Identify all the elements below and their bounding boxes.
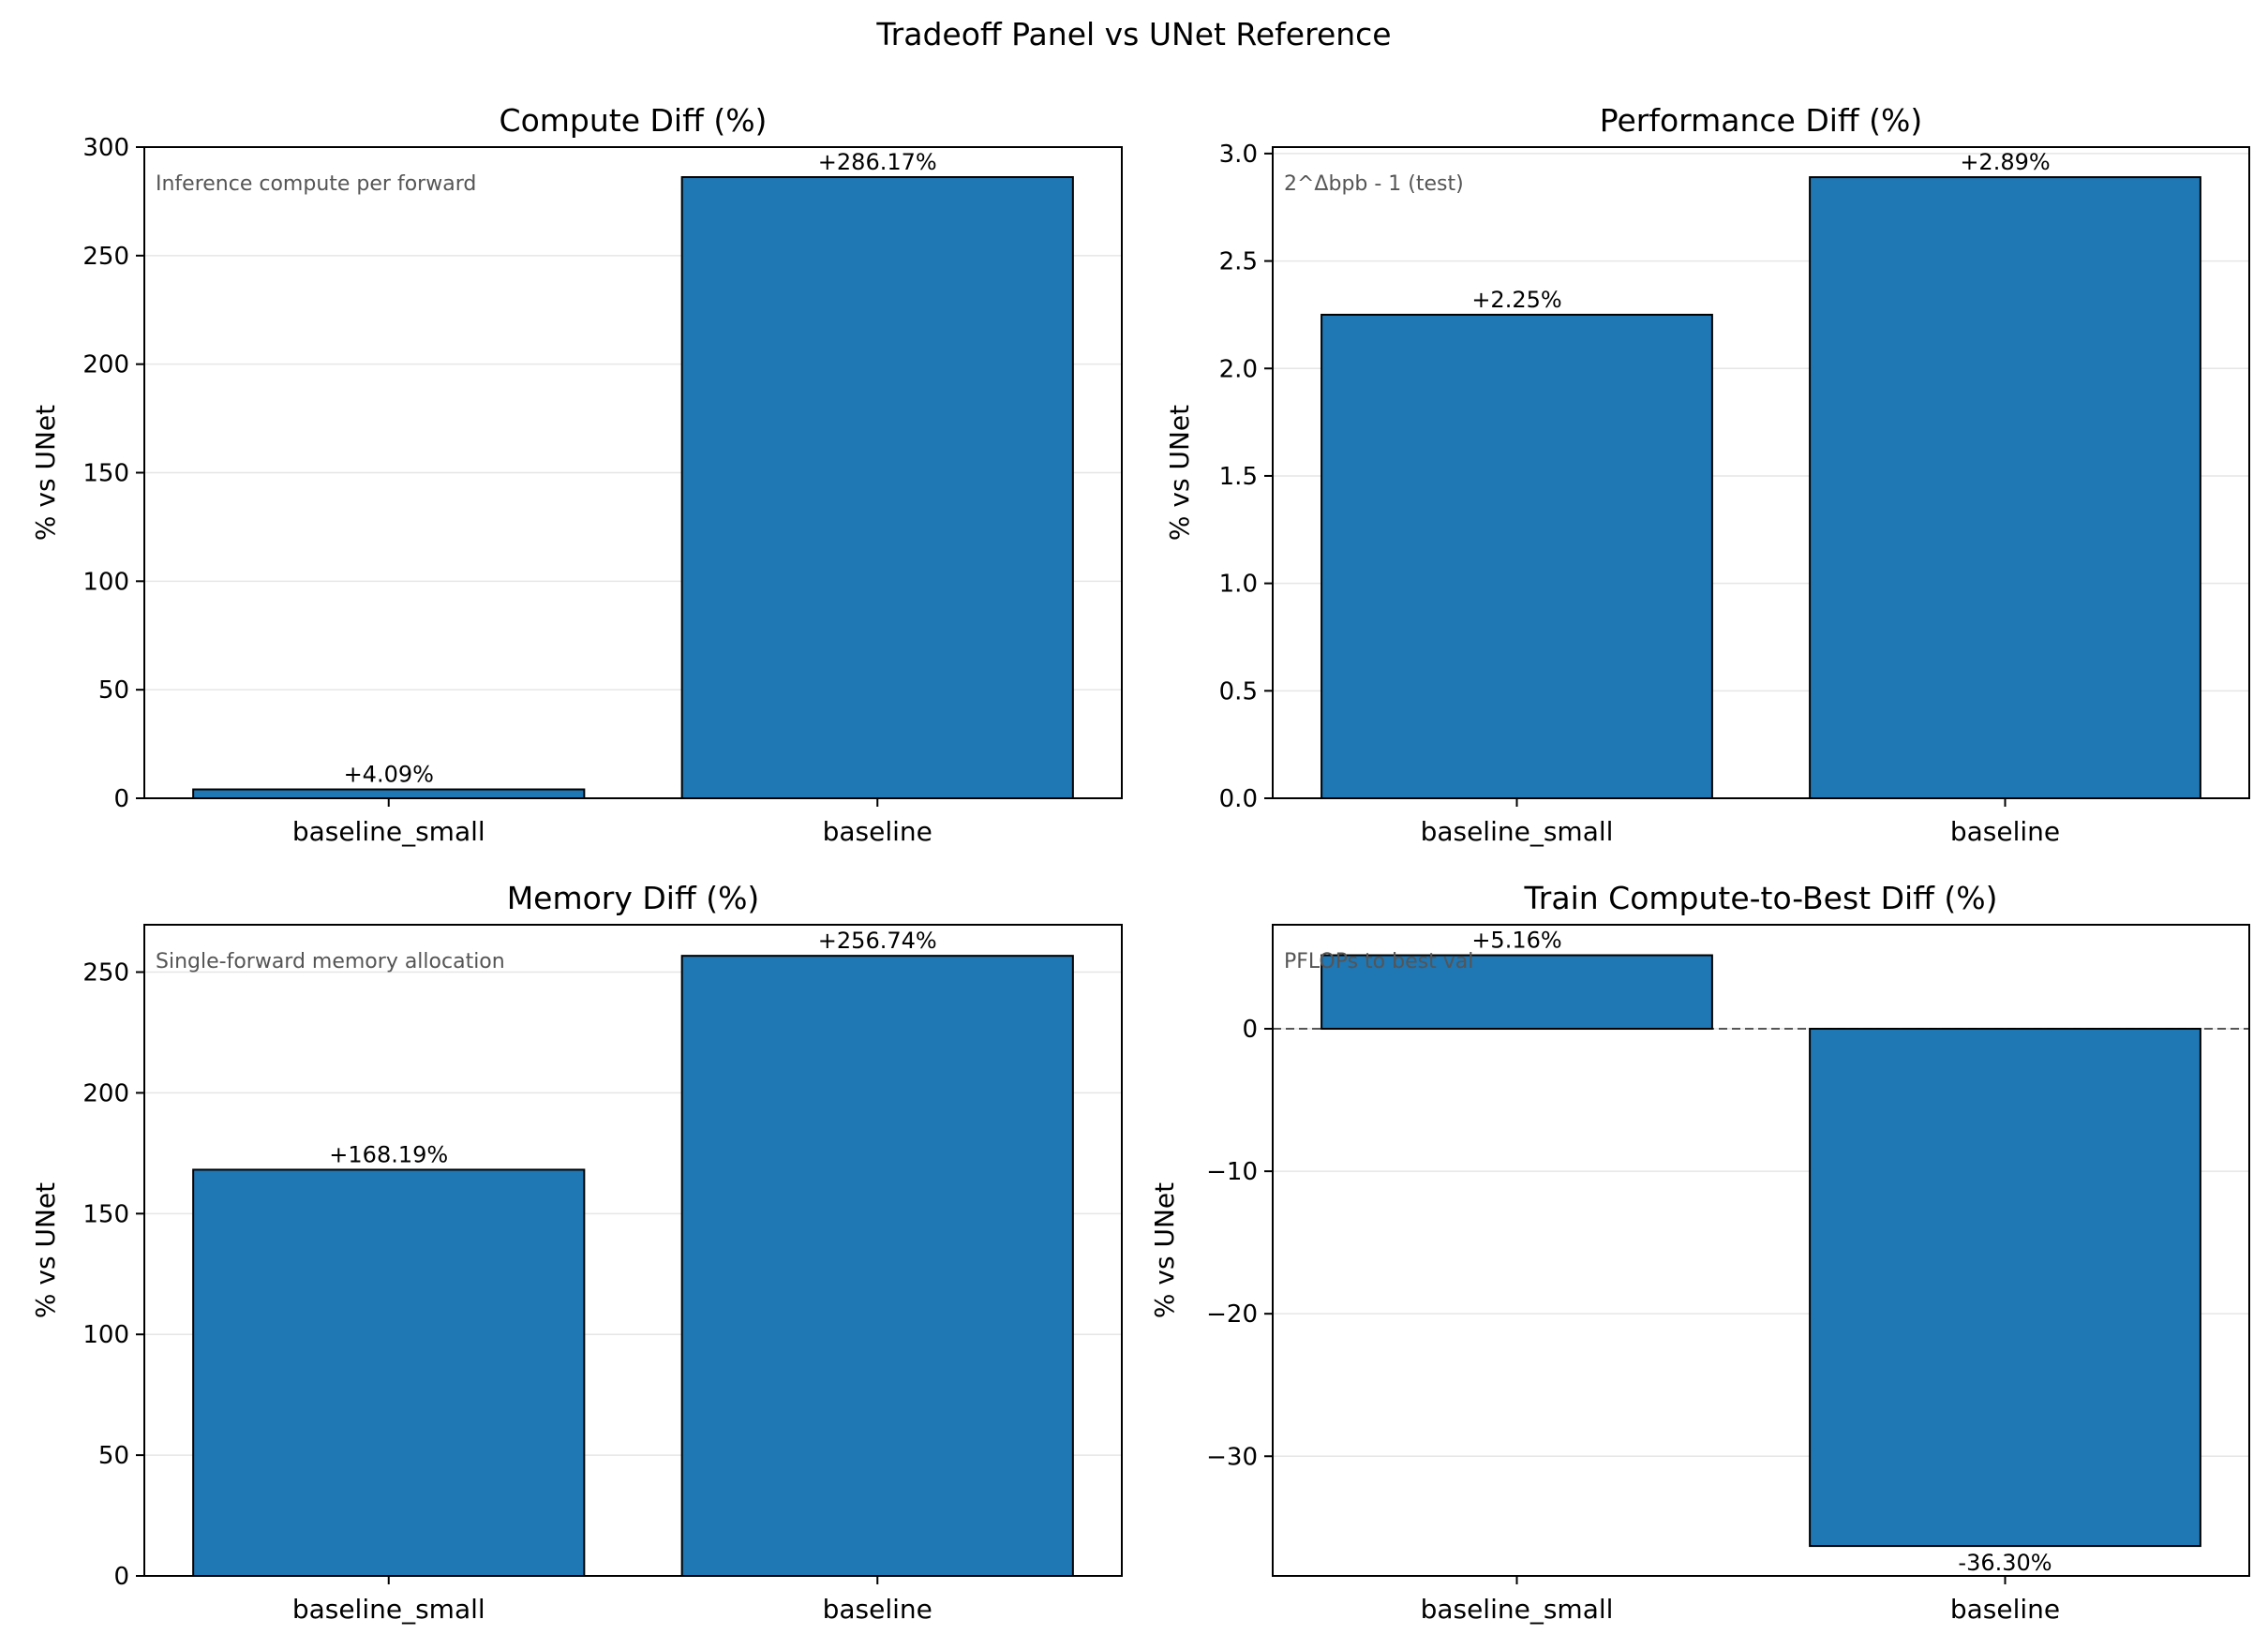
x-tick-label: baseline_small xyxy=(1421,1594,1614,1625)
chart-note: 2^Δbpb - 1 (test) xyxy=(1284,172,1464,196)
y-tick-label: 200 xyxy=(82,351,129,379)
value-label: +5.16% xyxy=(1471,928,1561,954)
y-tick-label: 150 xyxy=(82,1200,129,1228)
y-axis-label: % vs UNet xyxy=(30,405,61,541)
y-axis-label: % vs UNet xyxy=(30,1182,61,1318)
chart-panel-3: +168.19% +256.74% 0 50 100 150 200 250 baseline_… xyxy=(30,880,1123,1625)
chart-title: Compute Diff (%) xyxy=(500,102,768,139)
value-label: +4.09% xyxy=(344,762,434,788)
y-tick-label: −20 xyxy=(1206,1300,1258,1329)
x-tick-label: baseline_small xyxy=(292,1594,485,1625)
value-label: +2.89% xyxy=(1960,149,2050,175)
y-tick-label: −30 xyxy=(1206,1443,1258,1471)
bar-baseline xyxy=(1809,176,2201,800)
y-tick-label: 50 xyxy=(98,676,129,705)
bar-baseline_small xyxy=(192,1168,586,1578)
y-tick-label: 100 xyxy=(82,1321,129,1349)
plot-frame xyxy=(1272,924,2250,1577)
y-tick-label: 0 xyxy=(113,785,129,813)
y-tick-label: 2.0 xyxy=(1219,355,1258,383)
y-tick-label: 50 xyxy=(98,1442,129,1470)
x-tick-label: baseline_small xyxy=(292,816,485,847)
chart-note: Inference compute per forward xyxy=(156,172,476,196)
y-tick-label: 150 xyxy=(82,460,129,488)
chart-panel-2: +2.25% +2.89% 0.0 0.5 1.0 1.5 2.0 2.5 3.0 baselin… xyxy=(1164,102,2250,847)
y-tick-label: 200 xyxy=(82,1079,129,1107)
y-tick-label: 1.0 xyxy=(1219,571,1258,599)
chart-title: Memory Diff (%) xyxy=(507,880,760,916)
y-tick-label: 100 xyxy=(82,568,129,596)
y-tick-label: 0.0 xyxy=(1219,785,1258,813)
y-tick-label: 3.0 xyxy=(1219,141,1258,169)
bar-baseline xyxy=(680,955,1074,1577)
value-label: +256.74% xyxy=(818,928,937,954)
panels: +4.09% +286.17% 0 50 100 150 200 250 300 baseline… xyxy=(30,102,2250,1625)
chart-note: Single-forward memory allocation xyxy=(156,950,505,973)
bar-baseline xyxy=(1809,1028,2201,1548)
y-tick-label: 1.5 xyxy=(1219,463,1258,491)
figure-title: Tradeoff Panel vs UNet Reference xyxy=(875,16,1391,52)
bar-baseline_small xyxy=(1321,954,1713,1031)
x-tick-label: baseline_small xyxy=(1421,816,1614,847)
y-tick-label: 250 xyxy=(82,959,129,988)
value-label: -36.30% xyxy=(1958,1550,2052,1576)
y-tick-label: 0.5 xyxy=(1219,677,1258,706)
bar-baseline xyxy=(680,176,1074,800)
y-tick-label: 2.5 xyxy=(1219,248,1258,276)
y-tick-label: −10 xyxy=(1206,1158,1258,1186)
value-label: +168.19% xyxy=(329,1141,448,1167)
y-tick-label: 300 xyxy=(82,134,129,162)
value-label: +286.17% xyxy=(818,149,937,175)
x-tick-label: baseline xyxy=(1950,816,2060,847)
y-tick-label: 250 xyxy=(82,243,129,271)
y-axis-label: % vs UNet xyxy=(1164,405,1195,541)
plot-frame xyxy=(1272,146,2250,799)
chart-title: Train Compute-to-Best Diff (%) xyxy=(1523,880,1997,916)
chart-panel-4: +5.16% -36.30% −30 −20 −10 0 baseline_small bas… xyxy=(1149,880,2250,1625)
x-tick-label: baseline xyxy=(823,1594,933,1625)
bar-baseline_small xyxy=(192,788,586,800)
y-tick-label: 0 xyxy=(1242,1016,1258,1044)
x-tick-label: baseline xyxy=(1950,1594,2060,1625)
chart-title: Performance Diff (%) xyxy=(1600,102,1923,139)
chart-note: PFLOPs to best val xyxy=(1284,950,1473,973)
x-tick-label: baseline xyxy=(823,816,933,847)
value-label: +2.25% xyxy=(1471,287,1561,313)
plot-frame xyxy=(143,924,1123,1577)
y-tick-label: 0 xyxy=(113,1563,129,1591)
chart-panel-1: +4.09% +286.17% 0 50 100 150 200 250 300 baseline… xyxy=(30,102,1123,847)
y-axis-label: % vs UNet xyxy=(1149,1182,1180,1318)
bar-baseline_small xyxy=(1321,313,1713,799)
